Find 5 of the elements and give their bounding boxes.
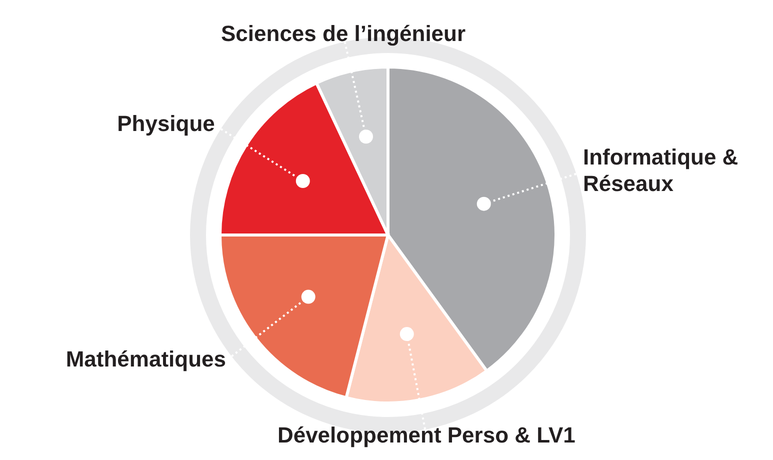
slice-label: Physique (117, 110, 215, 136)
slice-label: Développement Perso & LV1 (277, 422, 576, 448)
slice-label: Informatique & Réseaux (582, 144, 738, 196)
slice-label: Mathématiques (66, 346, 226, 372)
slice-label: Sciences de l’ingénieur (221, 20, 466, 46)
